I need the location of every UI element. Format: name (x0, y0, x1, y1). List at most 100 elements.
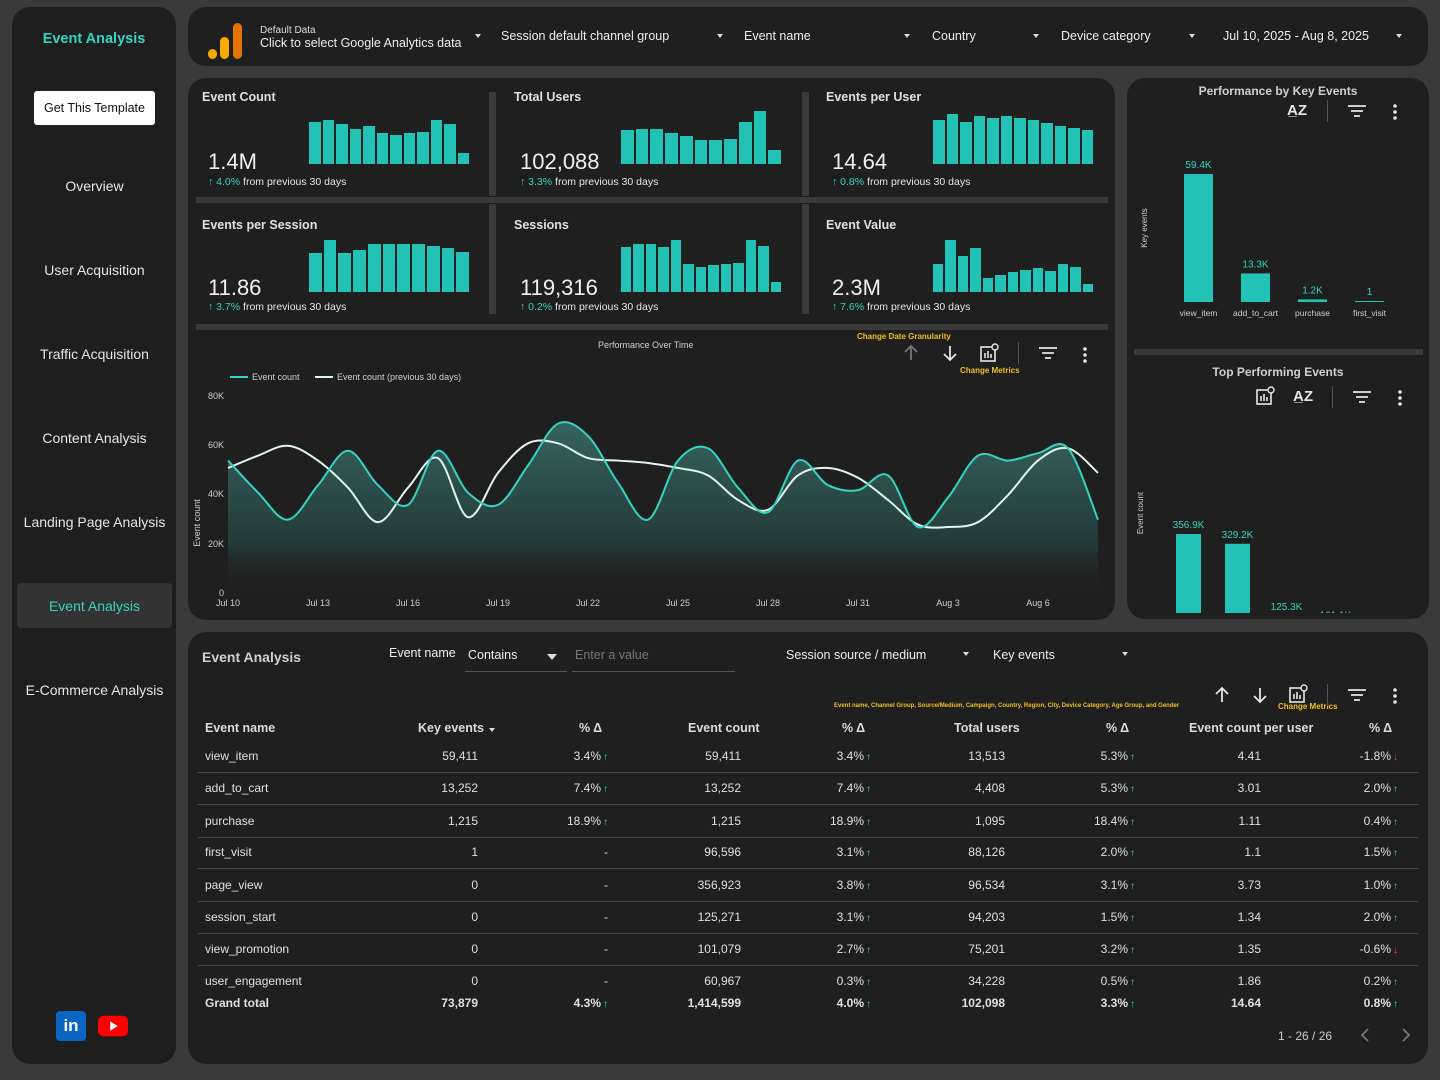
filter-country[interactable]: Country (932, 29, 976, 43)
sparkline (933, 108, 1093, 164)
data-source-caret-icon[interactable] (475, 34, 481, 38)
date-range-picker[interactable]: Jul 10, 2025 - Aug 8, 2025 (1223, 29, 1369, 43)
chart-settings-icon[interactable] (1255, 386, 1275, 406)
top-events-bar-chart[interactable]: Event count 356.9Kpage_view329.2Kview_it… (1127, 423, 1429, 613)
table-cell: 2.0% ↑ (1278, 781, 1398, 795)
x-tick-label: purchase (1295, 308, 1330, 318)
sort-desc-icon[interactable] (489, 728, 495, 732)
kpi-delta-pct: 0.2% (528, 301, 553, 313)
kpi-delta-pct: 3.3% (528, 176, 553, 188)
nav-overview[interactable]: Overview (65, 177, 124, 194)
bar-page_view[interactable] (1176, 534, 1201, 613)
filter-icon[interactable] (1352, 390, 1372, 404)
cell-value: 3.1% (1100, 878, 1128, 892)
sparkline-bar (933, 120, 945, 164)
nav-ecommerce-analysis[interactable]: E-Commerce Analysis (25, 681, 164, 698)
linkedin-icon[interactable]: in (56, 1011, 86, 1041)
more-vert-icon[interactable] (1082, 346, 1088, 364)
filter-icon[interactable] (1347, 688, 1367, 702)
chevron-right-icon[interactable] (1400, 1027, 1412, 1043)
table-cell: 1.86 (1141, 974, 1261, 988)
sparkline-bar (708, 265, 719, 292)
filter-event-name[interactable]: Event name (744, 29, 811, 43)
divider (196, 324, 1108, 330)
chart-settings-icon[interactable] (979, 343, 999, 363)
bar-view_item_list[interactable] (1225, 543, 1250, 613)
chart-settings-icon[interactable] (1288, 684, 1308, 704)
data-source-selector[interactable]: Click to select Google Analytics data (260, 36, 462, 50)
col-header-event-count[interactable]: Event count (688, 721, 760, 735)
y-axis-label: Event count (1136, 491, 1145, 534)
filter-operator-select[interactable]: Contains (465, 640, 567, 672)
nav-content-analysis[interactable]: Content Analysis (42, 429, 147, 446)
sparkline-bar (1054, 125, 1066, 164)
table-cell: 5.3% ↑ (1015, 781, 1135, 795)
more-vert-icon[interactable] (1397, 389, 1403, 407)
bar-view_item[interactable] (1184, 174, 1213, 302)
table-panel: Event Analysis Event name Contains Enter… (188, 632, 1428, 1064)
nav-landing-page-analysis[interactable]: Landing Page Analysis (23, 513, 166, 530)
col-header-event-count-delta[interactable]: % Δ (842, 721, 866, 735)
chevron-down-icon[interactable] (1122, 652, 1128, 656)
filter-device-category[interactable]: Device category (1061, 29, 1151, 43)
sparkline (933, 236, 1094, 292)
sort-az-icon[interactable]: A̲Z (1293, 388, 1313, 405)
sparkline (309, 236, 470, 292)
col-header-events-per-user-delta[interactable]: % Δ (1369, 721, 1393, 735)
arrow-up-icon: ↑ (1130, 817, 1135, 828)
col-header-event-name[interactable]: Event name (205, 721, 276, 735)
sparkline-bar (645, 244, 657, 292)
line-chart[interactable]: Event count Event count (previous 30 day… (188, 363, 1115, 618)
bar-purchase[interactable] (1298, 299, 1327, 302)
kpi-sessions: Sessions 119,316 ↑ 0.2% from previous 30… (508, 212, 808, 322)
change-metrics-note: Change Metrics (1278, 702, 1338, 711)
nav-traffic-acquisition[interactable]: Traffic Acquisition (40, 345, 149, 362)
x-tick: Jul 31 (846, 598, 870, 608)
chevron-down-icon[interactable] (717, 34, 723, 38)
nav-user-acquisition[interactable]: User Acquisition (44, 261, 145, 278)
filter-icon[interactable] (1347, 104, 1367, 118)
chevron-down-icon[interactable] (1396, 34, 1402, 38)
filter-value-input[interactable]: Enter a value (572, 640, 735, 672)
bar-add_to_cart[interactable] (1241, 273, 1270, 302)
col-header-events-per-user[interactable]: Event count per user (1189, 721, 1314, 735)
get-template-button[interactable]: Get This Template (34, 91, 155, 125)
col-header-key-events-delta[interactable]: % Δ (579, 721, 603, 735)
arrow-down-icon[interactable] (941, 344, 959, 362)
cell-value: 0.2% (1363, 974, 1391, 988)
sparkline-bar (709, 140, 723, 164)
chevron-down-icon[interactable] (1189, 34, 1195, 38)
filter-channel-group[interactable]: Session default channel group (501, 29, 670, 43)
col-header-total-users-delta[interactable]: % Δ (1106, 721, 1130, 735)
sparkline-bar (1014, 118, 1026, 164)
arrow-up-icon: ↑ (866, 784, 871, 795)
cell-value: 0 (471, 910, 478, 924)
more-vert-icon[interactable] (1392, 687, 1398, 705)
cell-value: 3.8% (836, 878, 864, 892)
sort-az-icon[interactable]: A̲Z (1287, 102, 1307, 119)
col-header-key-events[interactable]: Key events (418, 721, 485, 735)
cell-value: -1.8% (1359, 749, 1391, 763)
chevron-down-icon[interactable] (1033, 34, 1039, 38)
source-medium-dropdown[interactable]: Session source / medium (786, 648, 927, 662)
nav-event-analysis[interactable]: Event Analysis (17, 583, 172, 628)
col-header-total-users[interactable]: Total users (954, 721, 1020, 735)
arrow-up-icon[interactable] (902, 344, 920, 362)
arrow-down-icon[interactable] (1251, 686, 1269, 704)
table-cell: 18.9% ↑ (751, 814, 871, 828)
key-events-bar-chart[interactable]: Key events 59.4K view_item 13.3K add_to_car… (1127, 138, 1429, 328)
more-vert-icon[interactable] (1392, 103, 1398, 121)
arrow-up-icon: ↑ (866, 881, 871, 892)
arrow-up-icon[interactable] (1213, 686, 1231, 704)
filter-icon[interactable] (1038, 346, 1058, 360)
youtube-icon[interactable] (98, 1011, 128, 1041)
cell-value: 94,203 (968, 910, 1005, 924)
chevron-down-icon[interactable] (963, 652, 969, 656)
table-cell: - (488, 974, 608, 988)
chevron-down-icon[interactable] (904, 34, 910, 38)
table-cell: 3.4% ↑ (751, 749, 871, 763)
key-events-dropdown[interactable]: Key events (993, 648, 1055, 662)
chevron-left-icon[interactable] (1359, 1027, 1371, 1043)
toolbar-separator (1327, 100, 1328, 122)
bar-first_visit[interactable] (1355, 301, 1384, 302)
